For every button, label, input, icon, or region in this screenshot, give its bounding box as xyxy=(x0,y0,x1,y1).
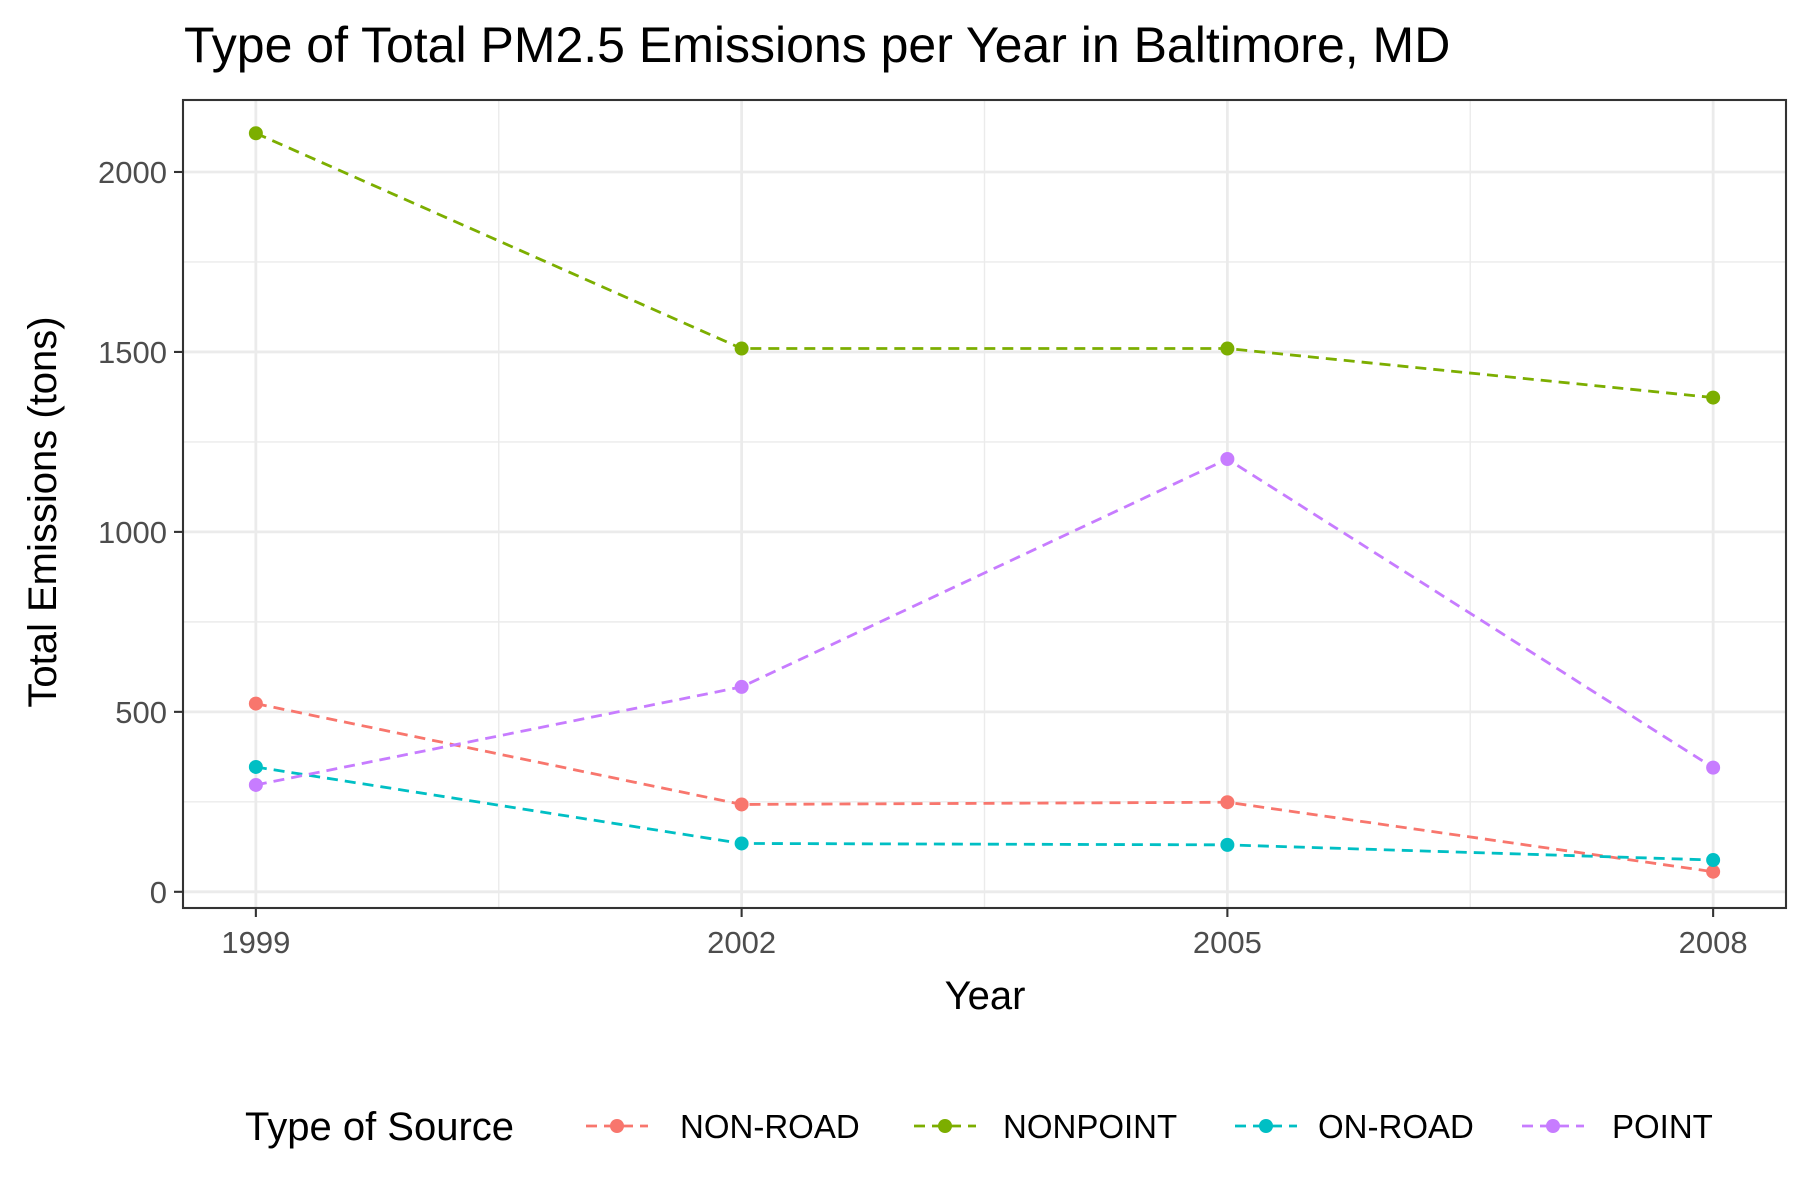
data-point-on-road xyxy=(1706,853,1721,868)
y-tick-label: 1000 xyxy=(98,515,167,550)
axes: 1999 2002 2005 2008 0 500 1000 1500 2000 xyxy=(98,98,1788,960)
legend-label-on-road: ON-ROAD xyxy=(1318,1108,1474,1145)
y-tick-label: 500 xyxy=(115,695,167,730)
x-tick-label: 2005 xyxy=(1193,925,1262,960)
data-point-nonpoint xyxy=(1706,390,1721,405)
legend-key-point-point xyxy=(1546,1119,1560,1133)
plot-area xyxy=(183,100,1786,908)
legend-key-point-nonpoint xyxy=(938,1119,952,1133)
data-point-non-road xyxy=(1220,795,1235,810)
data-point-nonpoint xyxy=(734,341,749,356)
data-point-point xyxy=(248,777,263,792)
x-axis-title: Year xyxy=(945,974,1026,1018)
legend-key-point-non-road xyxy=(610,1119,624,1133)
data-point-on-road xyxy=(1220,837,1235,852)
legend-label-non-road: NON-ROAD xyxy=(680,1108,860,1145)
legend: Type of Source NON-ROAD NONPOINT ON-ROAD POI… xyxy=(245,1105,1713,1149)
x-tick-label: 1999 xyxy=(221,925,290,960)
legend-label-nonpoint: NONPOINT xyxy=(1003,1108,1177,1145)
y-tick-label: 0 xyxy=(150,875,167,910)
legend-title: Type of Source xyxy=(245,1105,514,1149)
data-point-nonpoint xyxy=(1220,341,1235,356)
data-point-point xyxy=(734,679,749,694)
legend-key-point-on-road xyxy=(1259,1119,1273,1133)
x-tick-label: 2008 xyxy=(1679,925,1748,960)
data-point-nonpoint xyxy=(248,126,263,141)
data-point-on-road xyxy=(248,759,263,774)
data-point-non-road xyxy=(1706,864,1721,879)
x-tick-label: 2002 xyxy=(707,925,776,960)
series-line-point xyxy=(255,457,1714,787)
chart-title: Type of Total PM2.5 Emissions per Year i… xyxy=(184,17,1450,73)
data-point-non-road xyxy=(734,797,749,812)
data-point-on-road xyxy=(734,836,749,851)
plot-panel-border xyxy=(181,98,1788,910)
legend-label-point: POINT xyxy=(1612,1108,1713,1145)
series-line-nonpoint xyxy=(255,131,1714,399)
data-point-point xyxy=(1706,760,1721,775)
y-tick-label: 2000 xyxy=(98,155,167,190)
y-axis-title: Total Emissions (tons) xyxy=(21,316,65,707)
y-tick-label: 1500 xyxy=(98,335,167,370)
series-line-non-road xyxy=(255,702,1714,874)
data-point-non-road xyxy=(248,696,263,711)
data-point-point xyxy=(1220,452,1235,467)
